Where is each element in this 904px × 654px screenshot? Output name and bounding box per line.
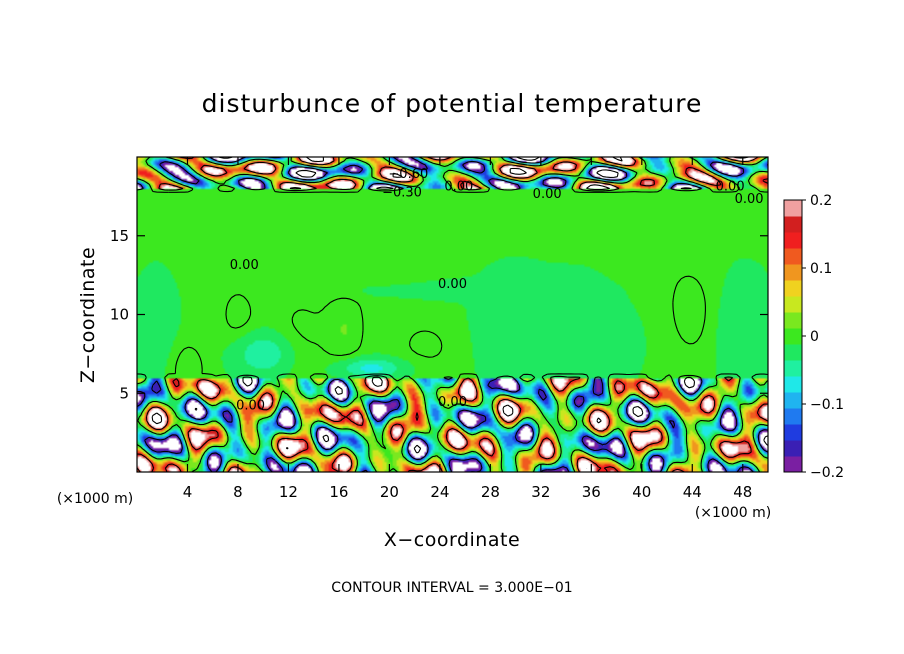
- colorbar-segment: [784, 408, 802, 425]
- colorbar-segment: [784, 328, 802, 345]
- x-unit-left: (×1000 m): [57, 491, 133, 507]
- colorbar-segment: [784, 456, 802, 473]
- contour-level-line: [137, 157, 768, 472]
- contour-lines: [137, 157, 768, 472]
- colorbar-segment: [784, 424, 802, 441]
- colorbar-segment: [784, 264, 802, 281]
- x-tick-label: 4: [183, 483, 193, 501]
- colorbar-tick-label: 0.2: [810, 193, 832, 209]
- colorbar-segment: [784, 360, 802, 377]
- contour-label: 0.00: [236, 398, 265, 413]
- x-tick-label: 36: [582, 483, 601, 501]
- y-axis-ticks: 5 10 15: [110, 227, 768, 402]
- x-tick-label: 40: [632, 483, 651, 501]
- x-tick-label: 28: [481, 483, 500, 501]
- contour-label: 0.00: [438, 395, 467, 410]
- chart-title: disturbunce of potential temperature: [202, 89, 703, 118]
- colorbar-segment: [784, 312, 802, 329]
- x-tick-label: 24: [430, 483, 449, 501]
- contour-interval-text: CONTOUR INTERVAL = 3.000E−01: [331, 580, 572, 596]
- y-tick-label: 10: [110, 306, 129, 324]
- x-tick-label: 32: [531, 483, 550, 501]
- contour-label: −0.30: [382, 186, 422, 201]
- y-tick-label: 5: [119, 384, 129, 402]
- contour-label: 0.00: [444, 179, 473, 194]
- contour-labels: −0.60−0.30 0.000.000.000.000.000.000.00 0.…: [230, 167, 764, 414]
- contour-level-line: [137, 157, 768, 472]
- colorbar-tick-label: 0: [810, 329, 819, 345]
- colorbar: 0.2 0.1 0 −0.1 −0.2: [783, 193, 844, 481]
- contour-label: 0.00: [438, 277, 467, 292]
- colorbar-segment: [784, 376, 802, 393]
- x-unit-right: (×1000 m): [695, 505, 771, 521]
- contour-label: −0.60: [388, 167, 428, 182]
- colorbar-segment: [784, 280, 802, 297]
- x-tick-label: 12: [279, 483, 298, 501]
- contour-label: 0.00: [716, 179, 745, 194]
- colorbar-segment: [784, 296, 802, 313]
- x-axis-ticks: 4 8 12 16 20 24 28 32 36 40 44 48: [183, 157, 752, 501]
- colorbar-segment: [784, 248, 802, 265]
- colorbar-segment: [784, 216, 802, 233]
- x-tick-label: 20: [380, 483, 399, 501]
- colorbar-tick-label: −0.2: [810, 465, 844, 481]
- x-tick-label: 8: [233, 483, 243, 501]
- colorbar-tick-label: −0.1: [810, 397, 844, 413]
- x-axis-title: X−coordinate: [384, 529, 520, 551]
- x-tick-label: 16: [329, 483, 348, 501]
- contour-label: 0.00: [533, 187, 562, 202]
- colorbar-segment: [784, 392, 802, 409]
- contour-label: 0.00: [230, 258, 259, 273]
- x-tick-label: 44: [683, 483, 702, 501]
- x-tick-label: 48: [733, 483, 752, 501]
- colorbar-segment: [784, 344, 802, 361]
- y-axis-title: Z−coordinate: [77, 247, 99, 383]
- colorbar-segment: [784, 232, 802, 249]
- contour-label: 0.00: [735, 192, 764, 207]
- plot-area: −0.60−0.30 0.000.000.000.000.000.000.00 0.…: [136, 156, 769, 473]
- heatmap-field: [137, 157, 768, 472]
- colorbar-tick-label: 0.1: [810, 261, 832, 277]
- y-tick-label: 15: [110, 227, 129, 245]
- colorbar-segment: [784, 200, 802, 217]
- colorbar-segment: [784, 440, 802, 457]
